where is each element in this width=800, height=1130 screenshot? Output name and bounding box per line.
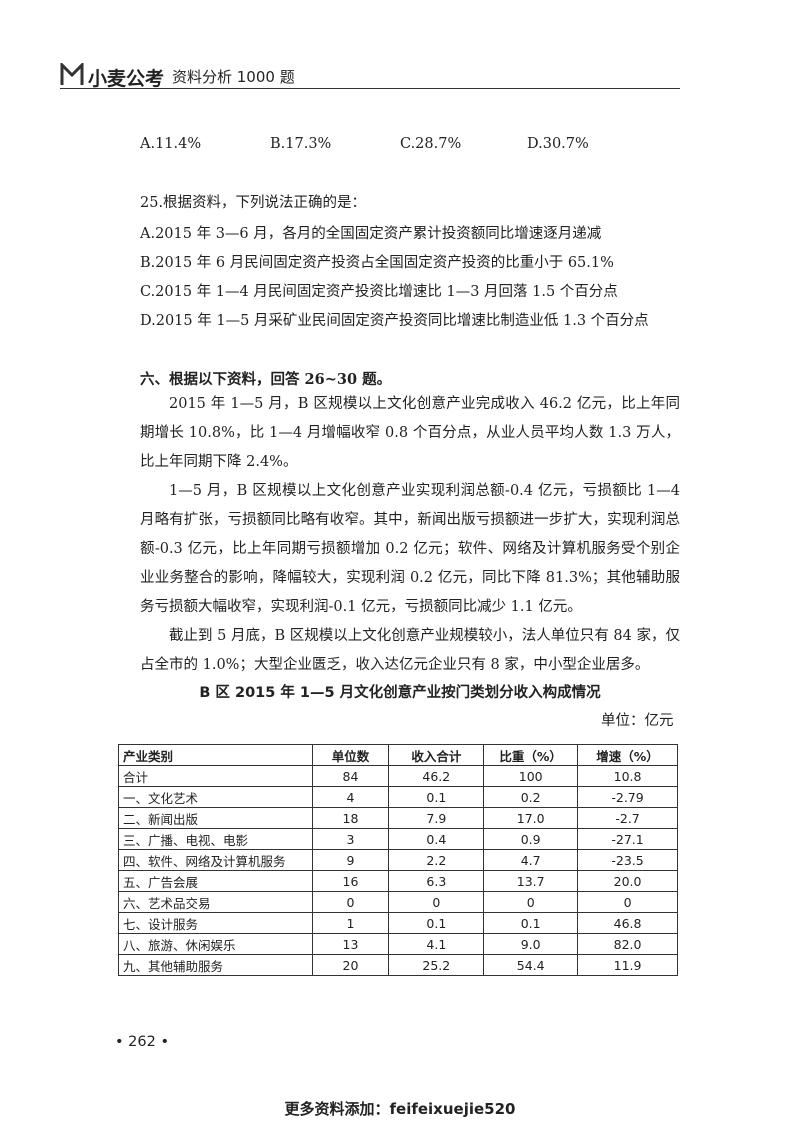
- table-row: 七、设计服务 1 0.1 0.1 46.8: [118, 912, 678, 934]
- paragraph: 1—5 月，B 区规模以上文化创意产业实现利润总额-0.4 亿元，亏损额比 1—…: [140, 483, 680, 615]
- table-unit: 单位：亿元: [601, 713, 674, 729]
- table-row: 二、新闻出版 18 7.9 17.0 -2.7: [118, 807, 678, 829]
- cell: 4.1: [388, 933, 485, 955]
- cell: 四、软件、网络及计算机服务: [118, 849, 313, 871]
- cell: 0: [388, 891, 485, 913]
- cell: 18: [311, 807, 390, 829]
- cell: -23.5: [577, 849, 678, 871]
- cell: 84: [311, 765, 390, 787]
- option: B.17.3%: [270, 136, 332, 152]
- header-rule: [60, 60, 680, 89]
- cell: 六、艺术品交易: [118, 891, 313, 913]
- cell: 82.0: [577, 933, 678, 955]
- table-row: 五、广告会展 16 6.3 13.7 20.0: [118, 870, 678, 892]
- cell: 0.1: [388, 786, 485, 808]
- cell: 11.9: [577, 954, 678, 976]
- table-row: 六、艺术品交易 0 0 0 0: [118, 891, 678, 913]
- cell: 20.0: [577, 870, 678, 892]
- option: B.2015 年 6 月民间固定资产投资占全国固定资产投资的比重小于 65.1%: [140, 255, 614, 271]
- cell: 25.2: [388, 954, 485, 976]
- cell: 0.2: [483, 786, 579, 808]
- header-cell: 比重（%）: [483, 744, 579, 766]
- cell: 3: [311, 828, 390, 850]
- cell: 46.2: [388, 765, 485, 787]
- cell: 7.9: [388, 807, 485, 829]
- table-row: 产业类别 单位数 收入合计 比重（%） 增速（%）: [118, 744, 678, 766]
- header-cell: 收入合计: [388, 744, 485, 766]
- option: D.30.7%: [527, 136, 589, 152]
- section-heading: 六、根据以下资料，回答 26~30 题。: [140, 371, 392, 388]
- header-cell: 产业类别: [118, 744, 313, 766]
- cell: 9: [311, 849, 390, 871]
- cell: 4: [311, 786, 390, 808]
- cell: -27.1: [577, 828, 678, 850]
- cell: 三、广播、电视、电影: [118, 828, 313, 850]
- header-cell: 增速（%）: [577, 744, 678, 766]
- logo: 小麦公考: [88, 68, 165, 90]
- cell: 10.8: [577, 765, 678, 787]
- logo-icon: [60, 63, 84, 85]
- cell: 4.7: [483, 849, 579, 871]
- table-row: 八、旅游、休闲娱乐 13 4.1 9.0 82.0: [118, 933, 678, 955]
- option: D.2015 年 1—5 月采矿业民间固定资产投资同比增速比制造业低 1.3 个…: [140, 313, 649, 329]
- cell: -2.7: [577, 807, 678, 829]
- cell: 0.1: [483, 912, 579, 934]
- option: C.28.7%: [400, 136, 462, 152]
- table-row: 合计 84 46.2 100 10.8: [118, 765, 678, 787]
- table-row: 九、其他辅助服务 20 25.2 54.4 11.9: [118, 954, 678, 976]
- paragraph: 截止到 5 月底，B 区规模以上文化创意产业规模较小，法人单位只有 84 家，仅…: [140, 628, 680, 673]
- question: 25.根据资料，下列说法正确的是：: [140, 195, 367, 211]
- option: A.2015 年 3—6 月，各月的全国固定资产累计投资额同比增速逐月递减: [140, 226, 602, 242]
- cell: 9.0: [483, 933, 579, 955]
- header-title: 资料分析 1000 题: [172, 68, 295, 86]
- cell: 54.4: [483, 954, 579, 976]
- cell: 一、文化艺术: [118, 786, 313, 808]
- cell: -2.79: [577, 786, 678, 808]
- cell: 合计: [118, 765, 313, 787]
- option: A.11.4%: [140, 136, 202, 152]
- cell: 七、设计服务: [118, 912, 313, 934]
- cell: 46.8: [577, 912, 678, 934]
- table-title: B 区 2015 年 1—5 月文化创意产业按门类划分收入构成情况: [199, 685, 601, 701]
- cell: 0: [483, 891, 579, 913]
- cell: 13: [311, 933, 390, 955]
- header-cell: 单位数: [311, 744, 390, 766]
- paragraph: 2015 年 1—5 月，B 区规模以上文化创意产业完成收入 46.2 亿元，比…: [140, 396, 680, 470]
- cell: 0.4: [388, 828, 485, 850]
- option: C.2015 年 1—4 月民间固定资产投资比增速比 1—3 月回落 1.5 个…: [140, 284, 618, 300]
- cell: 0: [311, 891, 390, 913]
- cell: 20: [311, 954, 390, 976]
- cell: 100: [483, 765, 579, 787]
- cell: 五、广告会展: [118, 870, 313, 892]
- table-row: 一、文化艺术 4 0.1 0.2 -2.79: [118, 786, 678, 808]
- cell: 6.3: [388, 870, 485, 892]
- cell: 二、新闻出版: [118, 807, 313, 829]
- cell: 17.0: [483, 807, 579, 829]
- cell: 13.7: [483, 870, 579, 892]
- table-row: 四、软件、网络及计算机服务 9 2.2 4.7 -23.5: [118, 849, 678, 871]
- cell: 九、其他辅助服务: [118, 954, 313, 976]
- cell: 1: [311, 912, 390, 934]
- cell: 2.2: [388, 849, 485, 871]
- table-row: 三、广播、电视、电影 3 0.4 0.9 -27.1: [118, 828, 678, 850]
- cell: 0.1: [388, 912, 485, 934]
- footer: 更多资料添加：feifeixuejie520: [284, 1100, 516, 1118]
- table: 产业类别 单位数 收入合计 比重（%） 增速（%） 合计 84 46.2 100 10.8 一、文化…: [118, 744, 678, 976]
- cell: 0.9: [483, 828, 579, 850]
- cell: 0: [577, 891, 678, 913]
- page-number: • 262 •: [115, 1034, 169, 1050]
- cell: 八、旅游、休闲娱乐: [118, 933, 313, 955]
- cell: 16: [311, 870, 390, 892]
